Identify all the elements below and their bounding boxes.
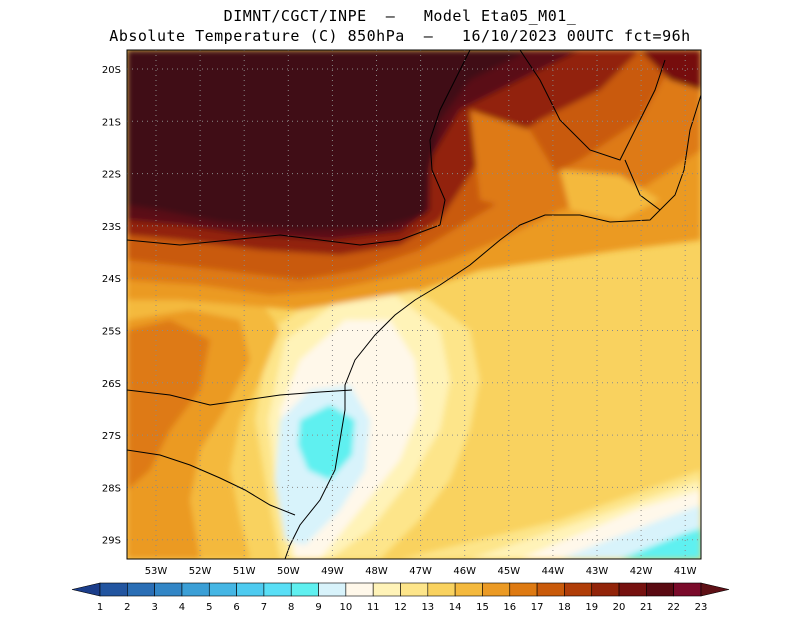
border-pr-sp — [127, 224, 441, 246]
colorbar-label-5: 5 — [206, 602, 212, 613]
colorbar-label-21: 21 — [640, 602, 653, 613]
colorbar-box — [345, 582, 374, 597]
colorbar-box — [618, 582, 647, 597]
colorbar-box — [154, 582, 183, 597]
colorbar-box — [290, 582, 319, 597]
colorbar-box — [99, 582, 128, 597]
lat-label-23S: 23S — [102, 222, 121, 233]
lat-label-27S: 27S — [102, 431, 121, 442]
lon-label-44W: 44W — [542, 566, 565, 577]
lon-label-46W: 46W — [453, 566, 476, 577]
colorbar-box — [263, 582, 292, 597]
border-pr-sc — [127, 389, 353, 406]
colorbar-label-13: 13 — [421, 602, 434, 613]
colorbar-box — [673, 582, 702, 597]
colorbar-label-23: 23 — [695, 602, 708, 613]
colorbar-label-4: 4 — [179, 602, 185, 613]
border-mg-sp — [429, 50, 471, 226]
lon-label-52W: 52W — [189, 566, 212, 577]
lat-label-22S: 22S — [102, 170, 121, 181]
lat-label-20S: 20S — [102, 65, 121, 76]
lat-label-21S: 21S — [102, 117, 121, 128]
colorbar-label-17: 17 — [531, 602, 544, 613]
colorbar-box — [454, 582, 483, 597]
longitude-labels: 53W 52W 51W 50W 49W 48W 47W 46W 45W 44W 43W 42W 41W — [145, 566, 697, 577]
colorbar-label-19: 19 — [585, 602, 598, 613]
colorbar-arrow-high — [700, 582, 730, 597]
lon-label-47W: 47W — [409, 566, 432, 577]
colorbar-label-18: 18 — [558, 602, 571, 613]
colorbar-box — [127, 582, 155, 597]
lon-label-51W: 51W — [233, 566, 256, 577]
lon-label-49W: 49W — [321, 566, 344, 577]
lon-label-45W: 45W — [497, 566, 520, 577]
colorbar-arrow-low — [71, 582, 101, 597]
colorbar-label-12: 12 — [394, 602, 407, 613]
colorbar-label-22: 22 — [667, 602, 680, 613]
colorbar-box — [591, 582, 620, 597]
lon-label-42W: 42W — [630, 566, 653, 577]
colorbar-label-15: 15 — [476, 602, 489, 613]
colorbar-label-6: 6 — [233, 602, 239, 613]
colorbar-label-3: 3 — [151, 602, 157, 613]
colorbar-box — [372, 582, 401, 597]
colorbar-box — [318, 582, 347, 597]
colorbar-label-20: 20 — [613, 602, 626, 613]
colorbar-box — [181, 582, 210, 597]
map-frame — [126, 49, 702, 560]
colorbar-label-2: 2 — [124, 602, 130, 613]
colorbar-label-8: 8 — [288, 602, 294, 613]
colorbar: 1 2 3 4 5 6 7 8 9 10 11 12 13 14 15 16 17 18 19 20 21 22 23 — [71, 582, 730, 613]
lon-label-48W: 48W — [365, 566, 388, 577]
lon-label-50W: 50W — [277, 566, 300, 577]
lat-label-24S: 24S — [102, 274, 121, 285]
colorbar-box — [236, 582, 265, 597]
colorbar-label-11: 11 — [367, 602, 380, 613]
border-rj-es — [624, 159, 661, 211]
graticule — [127, 50, 701, 559]
colorbar-box — [564, 582, 593, 597]
lat-label-29S: 29S — [102, 536, 121, 547]
map-title-line-1: DIMNT/CGCT/INPE – Model Eta05_M01_ — [223, 7, 577, 25]
colorbar-box — [208, 582, 237, 597]
colorbar-box — [400, 582, 429, 597]
colorbar-label-14: 14 — [449, 602, 462, 613]
lon-label-43W: 43W — [586, 566, 609, 577]
colorbar-label-10: 10 — [339, 602, 352, 613]
lon-label-53W: 53W — [145, 566, 168, 577]
colorbar-box — [536, 582, 565, 597]
lon-label-41W: 41W — [674, 566, 697, 577]
lat-label-26S: 26S — [102, 379, 121, 390]
border-mg-rj — [519, 50, 666, 161]
latitude-labels: 20S 21S 22S 23S 24S 25S 26S 27S 28S 29S — [102, 65, 121, 547]
colorbar-label-9: 9 — [315, 602, 321, 613]
colorbar-label-7: 7 — [261, 602, 267, 613]
lat-label-28S: 28S — [102, 483, 121, 494]
border-sc-rs — [127, 449, 296, 516]
colorbar-box — [509, 582, 538, 597]
temperature-field — [127, 50, 701, 559]
colorbar-label-16: 16 — [503, 602, 516, 613]
colorbar-box — [646, 582, 674, 597]
colorbar-label-1: 1 — [97, 602, 103, 613]
colorbar-box — [482, 582, 511, 597]
colorbar-box — [427, 582, 456, 597]
lat-label-25S: 25S — [102, 327, 121, 338]
map-title-line-2: Absolute Temperature (C) 850hPa – 16/10/… — [109, 27, 691, 45]
